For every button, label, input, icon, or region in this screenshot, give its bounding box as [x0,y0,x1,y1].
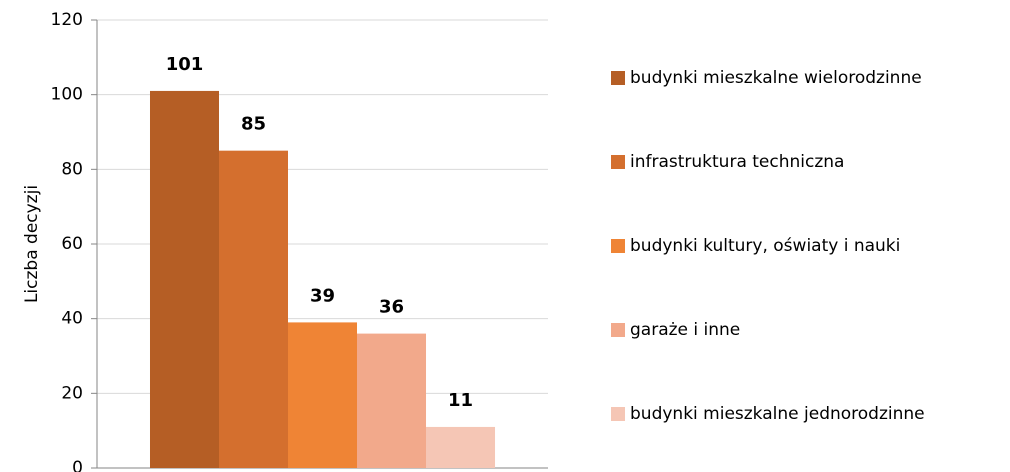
legend-swatch [611,71,625,85]
legend-swatch [611,407,625,421]
bar [357,333,427,468]
y-tick-label: 0 [72,458,83,472]
data-label: 85 [241,114,266,135]
y-tick-label: 40 [61,309,83,329]
bar [287,322,358,468]
legend-swatch [611,155,625,169]
data-label: 101 [166,54,204,75]
legend-swatch [611,239,625,253]
legend-label: garaże i inne [630,320,740,340]
data-label: 39 [310,285,335,306]
legend-label: budynki mieszkalne jednorodzinne [630,404,925,424]
legend-swatch [611,323,625,337]
data-label: 36 [379,297,404,318]
legend-label: budynki kultury, oświaty i nauki [630,236,900,256]
y-tick-label: 60 [61,234,83,254]
y-axis-label: Liczba decyzji [22,185,42,303]
bar [426,426,496,468]
y-tick-label: 20 [61,383,83,403]
bar [149,90,219,468]
y-tick-label: 80 [61,159,83,179]
y-tick-label: 100 [51,85,83,105]
legend-label: infrastruktura techniczna [630,152,844,172]
bar [218,150,288,468]
data-label: 11 [448,390,473,411]
y-tick-label: 120 [51,10,83,30]
legend-label: budynki mieszkalne wielorodzinne [630,68,922,88]
